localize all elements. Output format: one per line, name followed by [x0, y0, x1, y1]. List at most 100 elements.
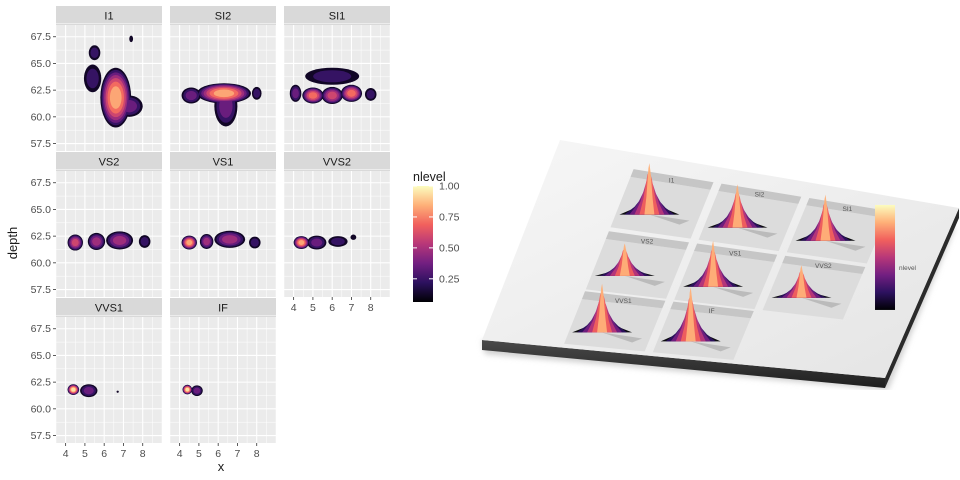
density-facet-plot: I1 57.5 60.0 62.5 65.0 67.5 SI2 SI1 VS2 57.5 60.0 6… — [5, 6, 460, 474]
y-tick-label: 62.5 — [31, 231, 52, 243]
facet3d-label: SI2 — [755, 192, 765, 199]
facet-label: IF — [218, 303, 228, 315]
density-level — [313, 70, 352, 83]
legend-tick-label: 1.00 — [439, 181, 460, 193]
facet3d-hill — [732, 184, 743, 228]
x-tick-label: 8 — [254, 448, 260, 460]
facet-strip — [170, 6, 276, 25]
facet-strip — [56, 152, 162, 171]
density-level — [193, 387, 201, 394]
legend3d-title: nlevel — [899, 265, 917, 272]
x-tick-label: 4 — [291, 302, 297, 314]
facet-label: VVS2 — [323, 157, 351, 169]
facet-label: SI2 — [215, 11, 232, 23]
y-tick-label: 67.5 — [31, 177, 52, 189]
x-tick-label: 6 — [329, 302, 335, 314]
density-contours — [289, 67, 377, 105]
density-level — [71, 387, 76, 392]
y-tick-label: 57.5 — [31, 138, 52, 150]
facet-si1: SI1 — [283, 6, 391, 158]
density-level — [71, 238, 79, 247]
facet-strip — [284, 6, 390, 25]
density-level — [311, 238, 323, 247]
facet3d-shadow — [624, 275, 665, 286]
density-level — [308, 92, 318, 99]
x-tick-label: 5 — [310, 302, 316, 314]
facet3d-shadow — [825, 240, 866, 251]
x-tick-label: 4 — [177, 448, 183, 460]
facet3d-strip — [630, 169, 714, 190]
facet3d-si1: SI1 — [786, 194, 890, 264]
y-tick-label: 57.5 — [31, 430, 52, 442]
density-level — [350, 234, 357, 240]
density-level — [298, 240, 305, 245]
x-tick-label: 6 — [101, 448, 107, 460]
legend3d-bar — [875, 204, 896, 310]
facet3d-label: IF — [709, 308, 715, 315]
density-level — [185, 90, 197, 101]
legend3d: nlevel — [875, 204, 917, 310]
y-tick-label: 65.0 — [31, 204, 52, 216]
density-contours — [67, 231, 151, 251]
facet3d-label: VS2 — [641, 239, 654, 246]
facet3d-shadow — [801, 297, 842, 308]
density-level — [90, 47, 99, 59]
density-level — [83, 386, 94, 395]
facet3d-strip — [782, 255, 866, 274]
density-contours — [181, 230, 261, 250]
facet-i1: I1 57.5 60.0 62.5 65.0 67.5 — [31, 6, 163, 158]
facet3d-shadow — [690, 341, 731, 352]
density-contours — [181, 83, 262, 127]
facet3d-hill — [796, 265, 807, 298]
y-tick-label: 62.5 — [31, 377, 52, 389]
facet3d-hill — [708, 240, 719, 287]
facet-strip — [284, 152, 390, 171]
facet3d-hill — [644, 163, 655, 215]
slab-front-edge — [482, 340, 885, 388]
y-tick-label: 67.5 — [31, 323, 52, 335]
density-level — [253, 88, 261, 98]
facet-label: SI1 — [329, 11, 346, 23]
density-level — [140, 236, 149, 247]
density-3d-render: I1 SI2 SI1 VS2 VS1 VVS2 VVS1 IF nlevel — [482, 140, 959, 390]
facet3d-vs2: VS2 — [585, 231, 689, 299]
x-tick-label: 5 — [196, 448, 202, 460]
density-contours — [293, 234, 357, 250]
legend-tick-label: 0.25 — [439, 273, 460, 285]
facet3d-shadow — [737, 227, 778, 238]
legend-colorbar — [413, 186, 433, 302]
facet3d-vs1: VS1 — [674, 240, 778, 310]
density-level — [213, 89, 235, 98]
facet-if: IF 4 5 6 7 8 — [169, 298, 277, 460]
density-level — [86, 68, 99, 89]
y-tick-label: 62.5 — [31, 85, 52, 97]
facet3d-shadow — [713, 286, 754, 297]
density-contours — [83, 35, 143, 128]
x-tick-label: 7 — [349, 302, 355, 314]
y-tick-label: 60.0 — [31, 257, 52, 269]
panel-background — [56, 171, 162, 297]
density-level — [250, 238, 259, 247]
density-level — [222, 235, 238, 244]
facet-strip — [170, 152, 276, 171]
y-tick-label: 57.5 — [31, 284, 52, 296]
y-tick-label: 65.0 — [31, 350, 52, 362]
density-level — [186, 239, 193, 246]
x-tick-label: 7 — [235, 448, 241, 460]
facet3d-vvs2: VVS2 — [762, 255, 866, 320]
density-level — [112, 235, 127, 245]
facet-label: VVS1 — [95, 303, 123, 315]
facet-strip — [170, 298, 276, 317]
panel-background — [284, 171, 390, 297]
facet3d-i1: I1 — [610, 163, 714, 239]
facet3d-label: VVS1 — [615, 298, 632, 305]
x-tick-label: 8 — [140, 448, 146, 460]
density-level — [109, 86, 122, 109]
facet3d-strip — [718, 183, 802, 204]
x-tick-label: 5 — [82, 448, 88, 460]
facet-vs2: VS2 57.5 60.0 62.5 65.0 67.5 — [31, 152, 163, 304]
facet3d-label: VVS2 — [815, 263, 832, 270]
facet-strip — [56, 6, 162, 25]
density-level — [347, 89, 356, 97]
panel-background — [56, 317, 162, 443]
